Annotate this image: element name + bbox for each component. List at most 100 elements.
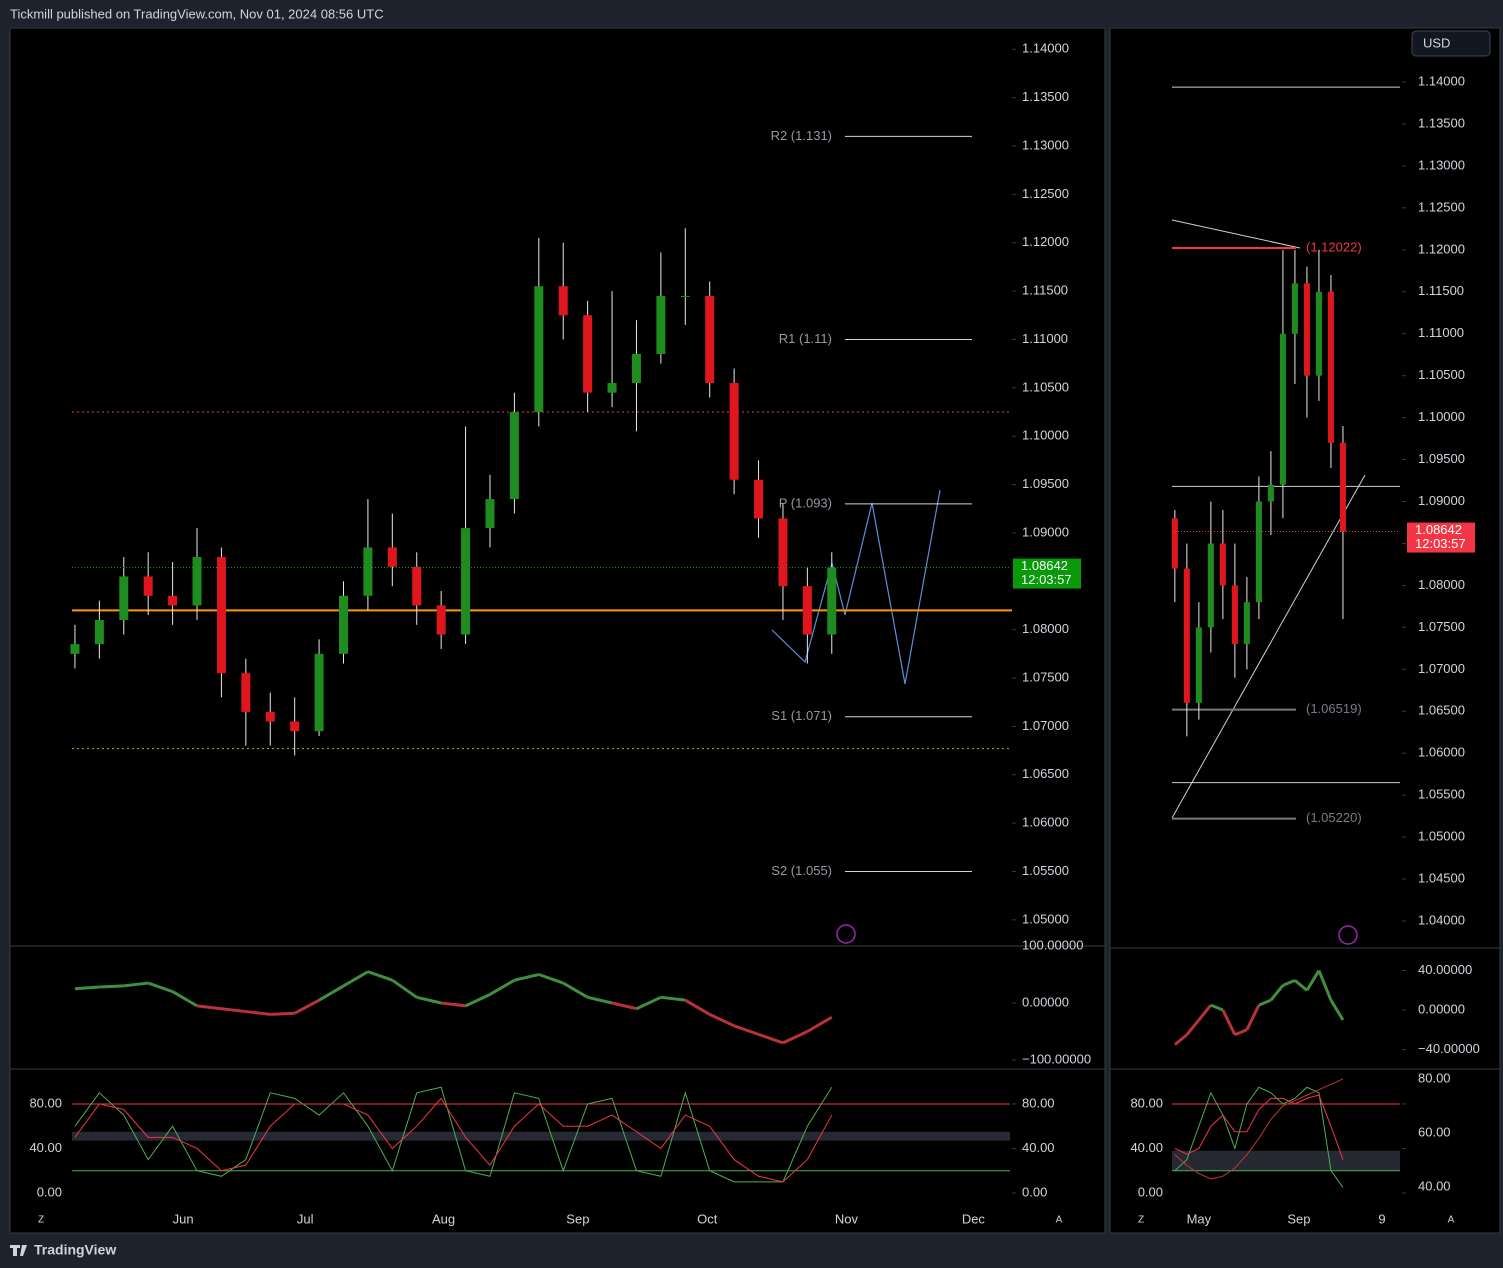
- zoom-button[interactable]: Z: [38, 1215, 44, 1226]
- oscillator-segment: [1197, 1004, 1213, 1021]
- x-tick-label: Aug: [432, 1211, 455, 1226]
- y-tick-label: 40.00000: [1418, 962, 1472, 977]
- x-tick-label: 9: [1378, 1211, 1385, 1226]
- y-tick-label: 0.00: [1022, 1184, 1047, 1199]
- oscillator-segment: [489, 978, 516, 996]
- oscillator-segment: [74, 985, 100, 991]
- candle-body: [802, 586, 812, 635]
- x-tick-label: Sep: [1287, 1211, 1310, 1226]
- oscillator-segment: [391, 978, 418, 999]
- oscillator-segment: [1305, 969, 1321, 992]
- oscillator-segment: [123, 981, 149, 988]
- projection-path: [771, 489, 941, 685]
- x-tick-label: Dec: [962, 1211, 986, 1226]
- candle-body: [241, 673, 251, 712]
- y-tick-label: 80.00: [1130, 1095, 1163, 1110]
- candle-body: [583, 315, 593, 393]
- candle-body: [216, 557, 226, 674]
- marked-level-label: (1.06519): [1306, 701, 1362, 716]
- candle-body: [387, 547, 397, 567]
- oscillator-segment: [342, 970, 369, 988]
- x-tick-label: Oct: [697, 1211, 718, 1226]
- candle-body: [1219, 543, 1226, 586]
- last-price-tag: [1013, 558, 1081, 589]
- y-tick-label: 1.11500: [1022, 283, 1068, 298]
- candle-body: [754, 479, 764, 519]
- oscillator-segment: [733, 1024, 760, 1036]
- auto-button[interactable]: A: [1448, 1215, 1455, 1226]
- y2-tick-label: 80.00: [1418, 1070, 1451, 1085]
- y-tick-label: 1.09500: [1022, 476, 1069, 491]
- candle-body: [558, 286, 568, 316]
- series-line: [74, 1086, 833, 1183]
- oscillator-segment: [293, 998, 320, 1015]
- candle-body: [607, 382, 617, 393]
- pivot-label: S1 (1.071): [771, 708, 832, 723]
- candle-body: [143, 576, 153, 596]
- trend-line: [1171, 219, 1301, 249]
- oscillator-segment: [538, 973, 564, 985]
- candle-body: [338, 595, 348, 654]
- zoom-button[interactable]: Z: [1138, 1215, 1144, 1226]
- pivot-label: S2 (1.055): [771, 863, 832, 878]
- last-price-label: 1.08642: [1021, 558, 1068, 573]
- oscillator-segment: [1329, 999, 1345, 1021]
- oscillator-segment: [245, 1010, 271, 1016]
- candle-body: [705, 295, 715, 383]
- y-tick-label: 1.13500: [1418, 115, 1465, 130]
- y-tick-label: −100.00000: [1022, 1051, 1091, 1066]
- y-tick-label: 1.11000: [1418, 325, 1464, 340]
- y-tick-label: 80.00: [29, 1095, 62, 1110]
- y-tick-label: 0.00000: [1418, 1001, 1465, 1016]
- y-tick-label: 1.05000: [1418, 829, 1465, 844]
- candle-body: [1171, 518, 1178, 569]
- y-tick-label: 0.00: [37, 1184, 62, 1199]
- oscillator-segment: [514, 973, 540, 982]
- candle-body: [1327, 291, 1334, 443]
- y-tick-label: 1.05000: [1022, 911, 1069, 926]
- currency-label[interactable]: USD: [1423, 35, 1450, 50]
- countdown-label: 12:03:57: [1021, 572, 1072, 587]
- candle-body: [778, 518, 788, 587]
- oscillator-segment: [99, 984, 124, 989]
- x-tick-label: May: [1187, 1211, 1212, 1226]
- pivot-label: R2 (1.131): [771, 128, 832, 143]
- oscillator-segment: [1173, 1033, 1188, 1046]
- oscillator-segment: [1269, 984, 1285, 1002]
- last-price-label: 1.08642: [1415, 522, 1462, 537]
- x-tick-label: Nov: [835, 1211, 859, 1226]
- oscillator-segment: [171, 990, 198, 1008]
- candle-body: [680, 295, 690, 297]
- y-tick-label: −40.00000: [1418, 1041, 1480, 1056]
- series-line: [1174, 1086, 1344, 1188]
- y-tick-label: 1.07500: [1418, 619, 1465, 634]
- candle-body: [168, 595, 178, 606]
- y-tick-label: 1.12500: [1022, 186, 1069, 201]
- oscillator-segment: [1185, 1018, 1201, 1036]
- oscillator-segment: [1245, 1004, 1261, 1031]
- oscillator-segment: [1258, 998, 1272, 1007]
- y-tick-label: 1.06000: [1022, 815, 1069, 830]
- y2-tick-label: 40.00: [1418, 1178, 1451, 1193]
- oscillator-segment: [758, 1032, 784, 1045]
- candle-body: [290, 721, 300, 732]
- candle-body: [1267, 484, 1274, 502]
- oscillator-segment: [318, 984, 345, 1002]
- event-icon[interactable]: [836, 924, 856, 944]
- oscillator-segment: [1282, 979, 1296, 987]
- y-tick-label: 1.13000: [1022, 137, 1069, 152]
- candle-body: [827, 567, 837, 635]
- candle-body: [1195, 627, 1202, 703]
- candle-body: [70, 644, 80, 654]
- currency-button[interactable]: [1411, 30, 1491, 57]
- oscillator-segment: [782, 1030, 808, 1045]
- candle-body: [485, 499, 495, 529]
- y-tick-label: 40.00: [1022, 1140, 1055, 1155]
- y-tick-label: 1.08000: [1022, 621, 1069, 636]
- y-tick-label: 1.05500: [1418, 787, 1465, 802]
- auto-button[interactable]: A: [1056, 1215, 1063, 1226]
- event-icon[interactable]: [1338, 925, 1358, 945]
- y-tick-label: 1.06500: [1418, 703, 1465, 718]
- candle-body: [1231, 585, 1238, 645]
- y-tick-label: 1.09000: [1022, 524, 1069, 539]
